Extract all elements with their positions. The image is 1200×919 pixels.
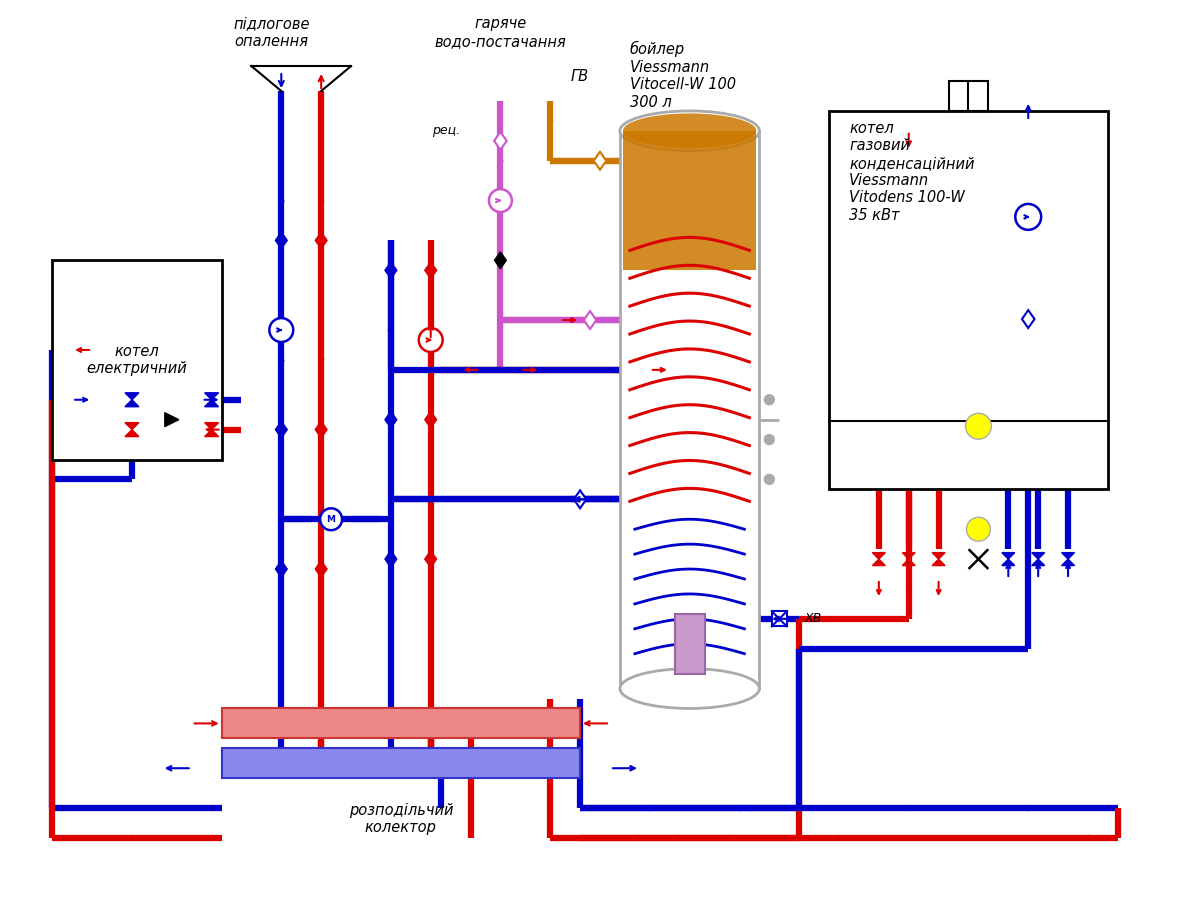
Bar — [53, 260, 222, 460]
Text: гаряче
водо-постачання: гаряче водо-постачання — [434, 17, 566, 49]
Bar — [948, 81, 989, 111]
Polygon shape — [205, 392, 218, 400]
Polygon shape — [902, 559, 916, 565]
Polygon shape — [1032, 559, 1045, 565]
Text: рец.: рец. — [432, 124, 461, 137]
Polygon shape — [872, 559, 886, 565]
Polygon shape — [1062, 559, 1074, 565]
Polygon shape — [316, 232, 328, 249]
Text: бойлер
Viessmann
Vitocell-W 100
300 л: бойлер Viessmann Vitocell-W 100 300 л — [630, 41, 736, 109]
Bar — [829, 111, 1108, 490]
Polygon shape — [205, 429, 218, 437]
Polygon shape — [275, 561, 287, 577]
Text: M: M — [326, 515, 336, 524]
Polygon shape — [932, 552, 946, 559]
Ellipse shape — [623, 113, 756, 148]
Circle shape — [320, 508, 342, 530]
Polygon shape — [275, 421, 287, 438]
Polygon shape — [385, 411, 397, 428]
Polygon shape — [164, 413, 179, 426]
Polygon shape — [316, 561, 328, 577]
Circle shape — [966, 517, 990, 541]
Circle shape — [419, 328, 443, 352]
Ellipse shape — [620, 111, 760, 151]
Polygon shape — [1032, 552, 1045, 559]
Polygon shape — [125, 423, 139, 429]
Polygon shape — [275, 232, 287, 249]
Polygon shape — [385, 550, 397, 568]
Bar — [620, 130, 760, 688]
Polygon shape — [1062, 552, 1074, 559]
Text: котел
електричний: котел електричний — [86, 344, 187, 376]
Polygon shape — [1022, 310, 1034, 328]
Circle shape — [764, 474, 774, 484]
Bar — [623, 130, 756, 270]
Polygon shape — [125, 400, 139, 407]
Circle shape — [488, 189, 512, 212]
Polygon shape — [494, 252, 506, 268]
Text: ГВ: ГВ — [570, 69, 588, 84]
Bar — [222, 748, 580, 778]
Polygon shape — [594, 152, 606, 170]
Polygon shape — [872, 552, 886, 559]
Text: котел
газовий
конденсаційний
Viessmann
Vitodens 100-W
35 кВт: котел газовий конденсаційний Viessmann V… — [848, 121, 974, 223]
Polygon shape — [425, 262, 437, 278]
Circle shape — [764, 395, 774, 404]
Bar — [674, 614, 704, 674]
Bar — [772, 611, 787, 627]
Polygon shape — [425, 411, 437, 428]
Polygon shape — [1002, 552, 1015, 559]
Polygon shape — [574, 491, 587, 508]
Polygon shape — [583, 312, 596, 329]
Polygon shape — [125, 429, 139, 437]
Text: підлогове
опалення: підлогове опалення — [233, 17, 310, 49]
Circle shape — [269, 318, 293, 342]
Polygon shape — [385, 262, 397, 278]
Text: ХВ: ХВ — [804, 612, 822, 625]
Polygon shape — [902, 552, 916, 559]
Polygon shape — [425, 550, 437, 568]
Ellipse shape — [620, 669, 760, 709]
Polygon shape — [125, 392, 139, 400]
Circle shape — [966, 414, 991, 439]
Circle shape — [1015, 204, 1042, 230]
Polygon shape — [205, 400, 218, 407]
Polygon shape — [1002, 559, 1015, 565]
Polygon shape — [494, 131, 506, 150]
Bar — [222, 709, 580, 738]
Circle shape — [764, 435, 774, 445]
Polygon shape — [932, 559, 946, 565]
Polygon shape — [316, 421, 328, 438]
Polygon shape — [205, 423, 218, 429]
Text: розподільчий
колектор: розподільчий колектор — [348, 803, 454, 835]
